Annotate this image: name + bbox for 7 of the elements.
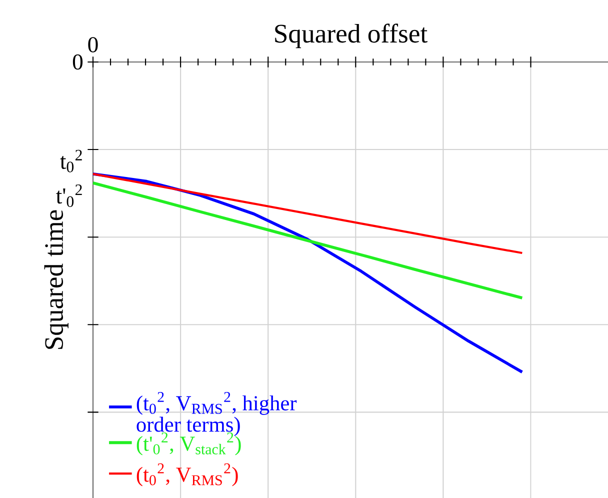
legend-label: (t$_{0}$$^{2}$, V$_{RMS}$$^{2}$) [136, 463, 238, 486]
annotation: t'$_{0}$2 [56, 184, 82, 207]
annotation: 0 [72, 54, 83, 70]
x-axis-title: Squared offset [275, 24, 428, 48]
text: 0 [88, 37, 98, 52]
y-axis-title: Squared time [44, 210, 68, 349]
annotation: t$_{0}$2 [60, 150, 82, 172]
